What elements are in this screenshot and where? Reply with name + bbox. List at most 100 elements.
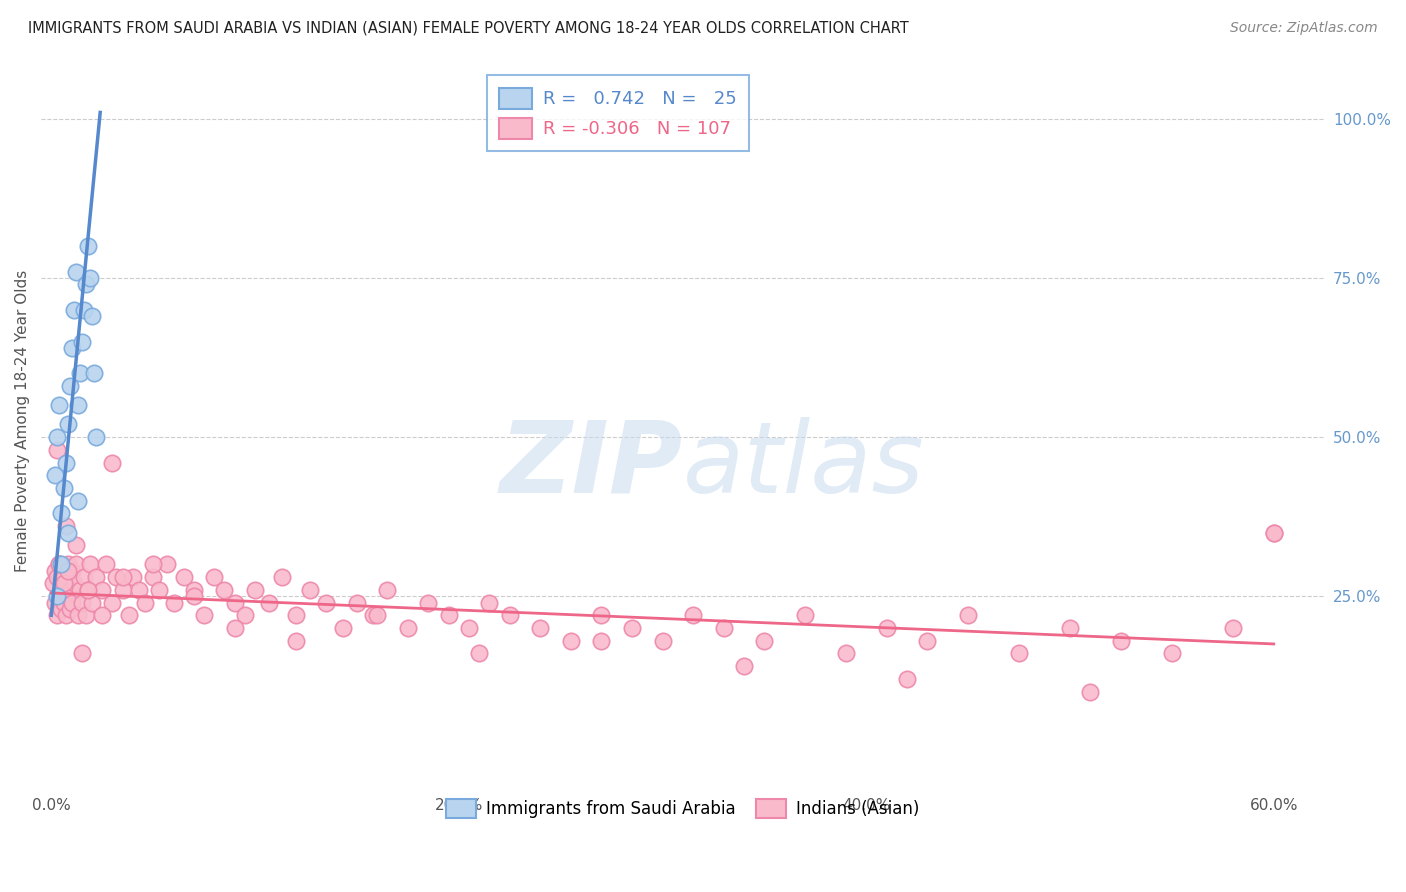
- Point: [79, 271, 101, 285]
- Point: [69, 367, 91, 381]
- Point: [65, 538, 87, 552]
- Point: [142, 570, 165, 584]
- Point: [193, 608, 215, 623]
- Point: [202, 570, 225, 584]
- Point: [73, 570, 96, 584]
- Point: [224, 596, 246, 610]
- Point: [713, 621, 735, 635]
- Point: [56, 589, 79, 603]
- Point: [101, 456, 124, 470]
- Point: [56, 417, 79, 432]
- Point: [91, 582, 114, 597]
- Point: [80, 309, 103, 323]
- Point: [1008, 647, 1031, 661]
- Point: [299, 582, 322, 597]
- Text: IMMIGRANTS FROM SAUDI ARABIA VS INDIAN (ASIAN) FEMALE POVERTY AMONG 18-24 YEAR O: IMMIGRANTS FROM SAUDI ARABIA VS INDIAN (…: [28, 21, 908, 36]
- Point: [77, 582, 100, 597]
- Point: [48, 558, 70, 572]
- Point: [55, 608, 77, 623]
- Point: [468, 647, 491, 661]
- Point: [156, 558, 179, 572]
- Point: [917, 633, 939, 648]
- Point: [44, 468, 66, 483]
- Point: [77, 582, 100, 597]
- Point: [620, 621, 643, 635]
- Point: [84, 570, 107, 584]
- Point: [259, 596, 281, 610]
- Point: [418, 596, 440, 610]
- Y-axis label: Female Poverty Among 18-24 Year Olds: Female Poverty Among 18-24 Year Olds: [15, 270, 30, 573]
- Point: [69, 582, 91, 597]
- Point: [55, 519, 77, 533]
- Point: [591, 633, 613, 648]
- Point: [46, 442, 69, 457]
- Point: [60, 596, 83, 610]
- Point: [79, 558, 101, 572]
- Point: [377, 582, 399, 597]
- Point: [62, 302, 84, 317]
- Point: [111, 582, 134, 597]
- Point: [876, 621, 898, 635]
- Point: [84, 430, 107, 444]
- Point: [835, 647, 858, 661]
- Point: [682, 608, 704, 623]
- Point: [270, 570, 292, 584]
- Point: [478, 596, 501, 610]
- Point: [173, 570, 195, 584]
- Point: [55, 456, 77, 470]
- Point: [48, 589, 70, 603]
- Point: [65, 264, 87, 278]
- Point: [183, 582, 205, 597]
- Point: [44, 564, 66, 578]
- Point: [105, 570, 128, 584]
- Point: [83, 367, 105, 381]
- Point: [46, 570, 69, 584]
- Point: [46, 608, 69, 623]
- Point: [66, 398, 89, 412]
- Point: [60, 341, 83, 355]
- Point: [1263, 525, 1285, 540]
- Point: [91, 608, 114, 623]
- Point: [128, 582, 150, 597]
- Point: [59, 602, 82, 616]
- Point: [315, 596, 337, 610]
- Point: [56, 525, 79, 540]
- Point: [1109, 633, 1132, 648]
- Point: [46, 589, 69, 603]
- Point: [101, 596, 124, 610]
- Point: [896, 672, 918, 686]
- Point: [75, 277, 97, 292]
- Text: Source: ZipAtlas.com: Source: ZipAtlas.com: [1230, 21, 1378, 35]
- Point: [284, 608, 307, 623]
- Point: [75, 608, 97, 623]
- Point: [46, 430, 69, 444]
- Point: [214, 582, 236, 597]
- Text: atlas: atlas: [683, 417, 925, 514]
- Point: [591, 608, 613, 623]
- Point: [52, 570, 75, 584]
- Point: [148, 582, 170, 597]
- Point: [183, 589, 205, 603]
- Point: [499, 608, 522, 623]
- Point: [48, 558, 70, 572]
- Point: [458, 621, 481, 635]
- Legend: Immigrants from Saudi Arabia, Indians (Asian): Immigrants from Saudi Arabia, Indians (A…: [439, 790, 928, 826]
- Point: [52, 596, 75, 610]
- Point: [118, 608, 141, 623]
- Point: [52, 481, 75, 495]
- Point: [733, 659, 755, 673]
- Point: [77, 239, 100, 253]
- Point: [51, 582, 73, 597]
- Point: [70, 647, 93, 661]
- Point: [284, 633, 307, 648]
- Point: [224, 621, 246, 635]
- Point: [243, 582, 266, 597]
- Point: [957, 608, 980, 623]
- Point: [651, 633, 673, 648]
- Point: [59, 379, 82, 393]
- Point: [794, 608, 817, 623]
- Point: [80, 596, 103, 610]
- Point: [60, 564, 83, 578]
- Point: [134, 596, 156, 610]
- Point: [62, 576, 84, 591]
